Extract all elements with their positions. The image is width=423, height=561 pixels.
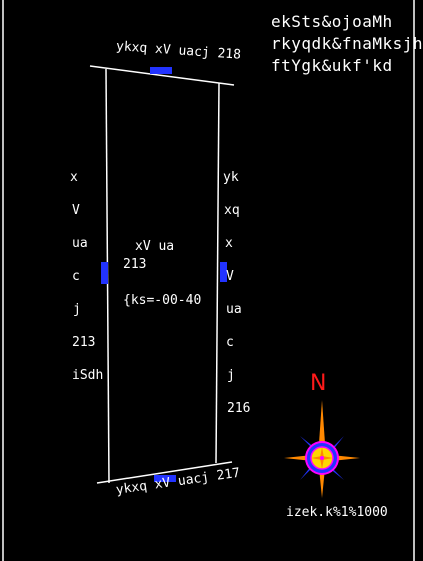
left-side-word-7: iSdh bbox=[72, 368, 104, 383]
compass-center-dot bbox=[320, 456, 324, 460]
top-boundary-line bbox=[89, 65, 235, 86]
right-marker bbox=[220, 262, 227, 282]
plot-boundary bbox=[89, 65, 235, 484]
left-side-word-1: x bbox=[70, 170, 78, 185]
right-side-word-6: c bbox=[226, 335, 234, 350]
area-label: {ks=-00-40 bbox=[123, 293, 202, 308]
center-label-2: 213 bbox=[123, 257, 147, 272]
header-line-3: ftYgk&ukf'kd bbox=[271, 56, 393, 75]
scale-label: izek.k%1%1000 bbox=[286, 505, 388, 520]
right-side-word-7: j bbox=[227, 368, 235, 383]
left-side-word-3: ua bbox=[72, 236, 88, 251]
right-side-word-2: xq bbox=[224, 203, 240, 218]
top-marker bbox=[150, 67, 172, 74]
bottom-boundary-line bbox=[96, 461, 233, 484]
right-side-word-3: x bbox=[225, 236, 233, 251]
compass-center-star bbox=[311, 447, 333, 469]
right-side-word-4: V bbox=[226, 269, 234, 284]
left-side-word-6: 213 bbox=[72, 335, 96, 350]
header-line-1: ekSts&ojoaMh bbox=[271, 12, 393, 31]
compass-rose bbox=[284, 400, 360, 498]
right-boundary-line bbox=[215, 82, 220, 464]
left-marker bbox=[101, 262, 108, 284]
header-line-2: rkyqdk&fnaMksjh bbox=[271, 34, 423, 53]
right-side-word-5: ua bbox=[226, 302, 242, 317]
left-side-word-5: j bbox=[73, 302, 81, 317]
center-label-1: xV ua bbox=[135, 239, 175, 254]
right-side-word-8: 216 bbox=[227, 401, 251, 416]
left-side-word-4: c bbox=[72, 269, 80, 284]
right-side-word-1: yk bbox=[223, 170, 239, 185]
boundary-markers bbox=[101, 67, 227, 482]
left-side-word-2: V bbox=[72, 203, 80, 218]
north-label: N bbox=[310, 371, 327, 396]
bottom-marker bbox=[154, 475, 176, 482]
